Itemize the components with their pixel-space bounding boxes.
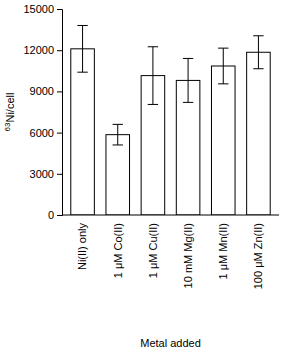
- y-axis-title: 63Ni/cell: [3, 93, 17, 132]
- error-cap: [113, 144, 123, 145]
- y-tick-mark: [57, 133, 62, 134]
- bar: [106, 135, 130, 215]
- chart: 0 3000 6000 9000 12000 15000 Ni(II) only 1 μM C…: [0, 0, 293, 355]
- plot: 0 3000 6000 9000 12000 15000 Ni(II) only 1 μM C…: [23, 3, 279, 289]
- error-bar: [218, 48, 228, 84]
- y-tick-mark: [57, 174, 62, 175]
- x-tick-label: 1 μM Cu(II): [147, 223, 159, 278]
- y-axis: 0 3000 6000 9000 12000 15000: [23, 3, 62, 221]
- y-tick-label: 3000: [30, 168, 54, 180]
- x-tick-label: 100 μM Zn(II): [252, 223, 264, 289]
- y-tick: 0: [48, 209, 62, 221]
- error-bar: [77, 25, 87, 72]
- error-cap: [77, 25, 87, 26]
- y-tick: 9000: [30, 85, 62, 97]
- error-cap: [253, 68, 263, 69]
- y-tick-label: 12000: [23, 44, 54, 56]
- error-cap: [77, 72, 87, 73]
- x-tick-label: 1 μM Co(II): [112, 223, 124, 278]
- x-tick: 1 μM Co(II): [112, 215, 124, 278]
- x-tick-label: 10 mM Mg(II): [182, 223, 194, 288]
- error-line: [258, 36, 259, 69]
- bar: [71, 49, 95, 215]
- error-cap: [148, 46, 158, 47]
- error-line: [223, 48, 224, 84]
- x-tick: 1 μM Mn(II): [217, 215, 229, 279]
- error-line: [82, 25, 83, 72]
- y-tick-mark: [57, 215, 62, 216]
- y-tick-label: 9000: [30, 85, 54, 97]
- x-tick: 1 μM Cu(II): [147, 215, 159, 278]
- error-cap: [218, 48, 228, 49]
- error-cap: [148, 104, 158, 105]
- x-axis: Ni(II) only 1 μM Co(II) 1 μM Cu(II) 10 mM M…: [62, 215, 279, 289]
- bar: [247, 52, 271, 215]
- error-cap: [218, 83, 228, 84]
- y-tick-mark: [57, 50, 62, 51]
- y-tick-label: 15000: [23, 3, 54, 15]
- x-tick-label: Ni(II) only: [76, 223, 88, 271]
- x-tick-label: 1 μM Mn(II): [217, 223, 229, 279]
- x-axis-line: [62, 215, 279, 216]
- y-tick-label: 6000: [30, 127, 54, 139]
- y-axis-line: [57, 10, 63, 216]
- error-cap: [183, 102, 193, 103]
- marks: [71, 25, 270, 215]
- error-line: [152, 47, 153, 105]
- y-tick-mark: [57, 91, 62, 92]
- bar: [211, 66, 235, 215]
- y-tick-label: 0: [48, 209, 54, 221]
- x-tick: Ni(II) only: [76, 215, 88, 270]
- y-tick-mark: [57, 9, 62, 10]
- error-cap: [113, 124, 123, 125]
- y-tick: 15000: [23, 3, 62, 15]
- x-axis-title: Metal added: [140, 337, 201, 349]
- y-tick: 12000: [23, 44, 62, 56]
- error-bar: [113, 124, 123, 145]
- error-bar: [253, 36, 263, 69]
- error-cap: [183, 58, 193, 59]
- error-bar: [148, 47, 158, 105]
- error-line: [117, 124, 118, 145]
- x-tick: 10 mM Mg(II): [182, 215, 194, 288]
- error-cap: [253, 35, 263, 36]
- x-tick: 100 μM Zn(II): [252, 215, 264, 289]
- error-line: [188, 58, 189, 102]
- error-bar: [183, 58, 193, 102]
- y-tick: 6000: [30, 127, 62, 139]
- y-tick: 3000: [30, 168, 62, 180]
